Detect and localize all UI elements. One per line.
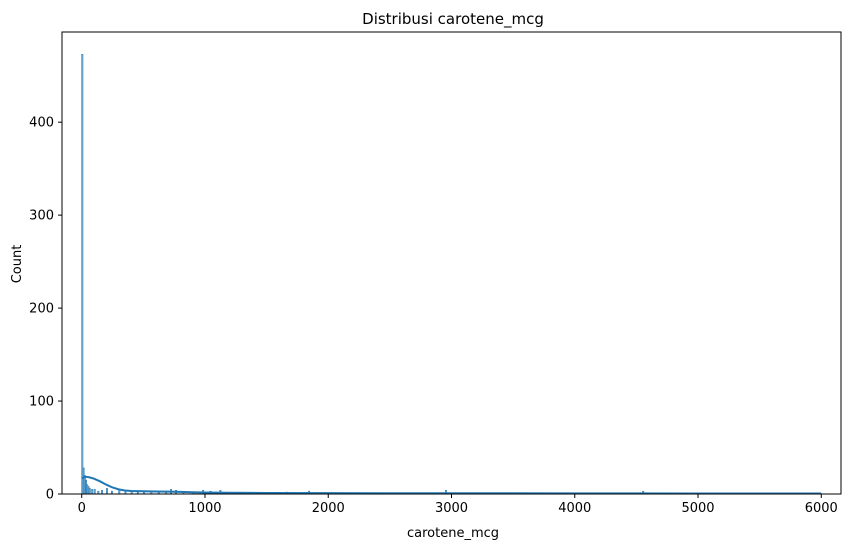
x-tick-label: 3000 (435, 501, 468, 516)
histogram-bar (88, 488, 91, 495)
histogram-bars (81, 54, 645, 495)
x-axis-label: carotene_mcg (407, 526, 499, 541)
histogram-bar (101, 489, 103, 495)
x-tick-label: 6000 (805, 501, 838, 516)
x-tick-label: 2000 (312, 501, 345, 516)
y-tick-label: 400 (29, 116, 54, 131)
axes-frame (61, 31, 842, 495)
x-axis-ticks: 0 1000 2000 3000 4000 5000 6000 (78, 494, 838, 516)
histogram-bar (93, 489, 96, 495)
y-tick-label: 100 (29, 395, 54, 410)
kde-curve (81, 475, 822, 495)
x-tick-label: 4000 (558, 501, 591, 516)
histogram-bar (106, 488, 108, 495)
histogram-bar (91, 489, 94, 495)
y-tick-label: 300 (29, 209, 54, 224)
y-axis-ticks: 0 100 200 300 400 (29, 116, 62, 503)
y-tick-label: 200 (29, 302, 54, 317)
x-tick-label: 0 (78, 501, 86, 516)
x-tick-label: 1000 (188, 501, 221, 516)
x-tick-label: 5000 (681, 501, 714, 516)
histogram-bar (81, 54, 84, 495)
chart-title: Distribusi carotene_mcg (362, 10, 544, 29)
y-tick-label: 0 (46, 488, 54, 503)
y-axis-label: Count (10, 245, 25, 284)
